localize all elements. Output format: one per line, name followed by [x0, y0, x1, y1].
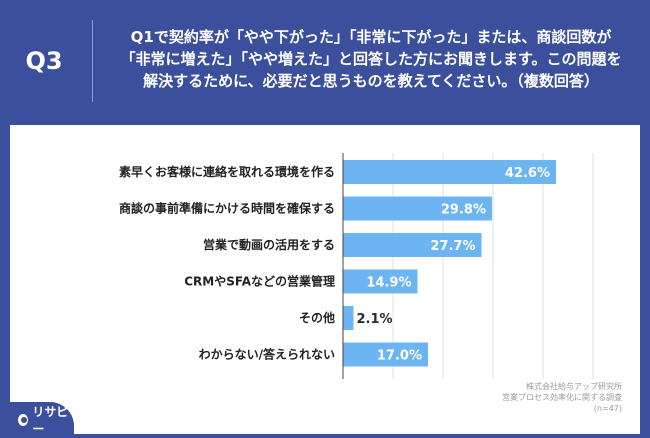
bar-chart: 素早くお客様に連絡を取れる環境を作る 42.6% 商談の事前準備にかける時間を確保す…	[119, 153, 594, 379]
bar	[343, 342, 428, 367]
header-divider	[92, 20, 93, 102]
category-label: 営業で動画の活用をする	[203, 237, 335, 252]
brand-logo: リサピー	[4, 402, 74, 438]
source-note: 株式会社給与アップ研究所 営業プロセス効率化に関する調査 (n=47)	[502, 381, 622, 414]
category-label: 素早くお客様に連絡を取れる環境を作る	[119, 164, 335, 179]
source-sample-size: (n=47)	[593, 404, 622, 413]
question-text: Q1で契約率が「やや下がった」「非常に下がった」または、商談回数が 「非常に増え…	[120, 28, 622, 90]
logo-text: リサピー	[32, 405, 69, 436]
value-label: 29.8%	[441, 203, 486, 218]
source-survey: 営業プロセス効率化に関する調査	[502, 393, 622, 402]
bar	[343, 160, 556, 184]
bar	[343, 306, 354, 330]
question-number: Q3	[25, 47, 63, 75]
bar	[343, 269, 418, 294]
category-label: 商談の事前準備にかける時間を確保する	[119, 201, 335, 216]
logo-icon	[18, 414, 29, 426]
category-label: わからない/答えられない	[199, 347, 335, 362]
value-label: 17.0%	[377, 349, 422, 364]
header: Q3 Q1で契約率が「やや下がった」「非常に下がった」または、商談回数が 「非常…	[0, 0, 650, 122]
chart-card: 素早くお客様に連絡を取れる環境を作る 42.6% 商談の事前準備にかける時間を確保す…	[4, 125, 640, 438]
category-label: CRMやSFAなどの営業管理	[184, 274, 335, 289]
source-company: 株式会社給与アップ研究所	[526, 382, 622, 391]
bar	[343, 233, 482, 257]
value-label: 2.1%	[357, 312, 393, 327]
bar	[343, 196, 492, 221]
value-label: 14.9%	[366, 276, 411, 291]
value-label: 27.7%	[430, 239, 475, 254]
category-label: その他	[299, 310, 335, 325]
value-label: 42.6%	[505, 166, 550, 181]
